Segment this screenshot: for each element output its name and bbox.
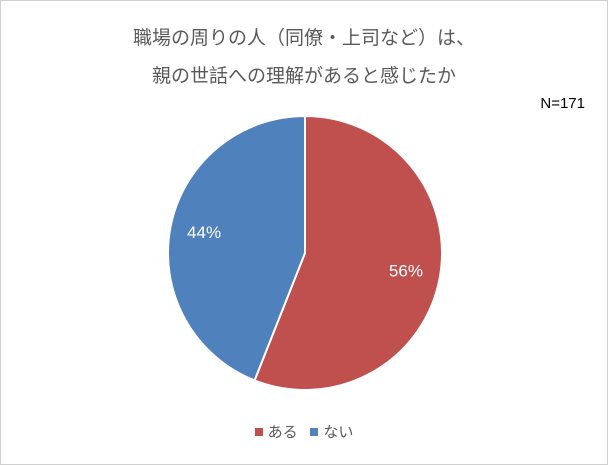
pie-slice-labels: 56% 44% (187, 223, 423, 281)
pie-label-aru: 56% (389, 262, 423, 281)
legend-swatch-aru (254, 427, 263, 436)
pie-label-nai: 44% (187, 223, 221, 242)
legend-label-aru: ある (267, 423, 298, 441)
legend-label-nai: ない (323, 423, 354, 441)
chart-title: 職場の周りの人（同僚・上司など）は、 親の世話への理解があると感じたか (1, 19, 607, 95)
legend-swatch-nai (310, 427, 319, 436)
legend: ある ない (1, 421, 607, 442)
pie-slice-nai (167, 114, 306, 382)
pie-slices (167, 114, 443, 391)
legend-item-nai: ない (310, 421, 353, 442)
pie-slice-aru (253, 114, 443, 391)
chart-title-line-1: 職場の周りの人（同僚・上司など）は、 (132, 27, 475, 49)
sample-size-label: N=171 (540, 95, 585, 112)
legend-item-aru: ある (254, 421, 298, 442)
chart-title-line-2: 親の世話への理解があると感じたか (151, 65, 456, 87)
